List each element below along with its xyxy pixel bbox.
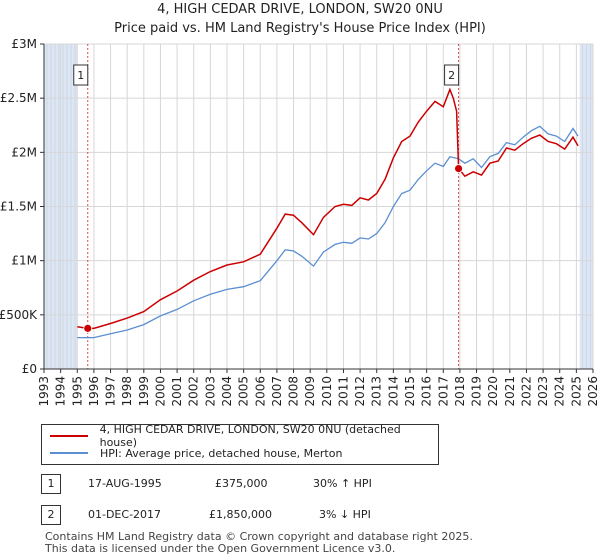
y-tick-label: £1.5M (0, 200, 37, 214)
transaction-date: 01-DEC-2017 (88, 508, 162, 521)
y-tick-label: £0 (22, 362, 37, 376)
footer-licence: This data is licensed under the Open Gov… (45, 542, 396, 555)
x-tick-label: 2026 (586, 376, 600, 407)
transaction-price: £375,000 (215, 477, 268, 490)
x-tick-label: 1996 (87, 376, 101, 407)
x-tick-label: 2021 (503, 376, 517, 407)
transaction-number: 2 (41, 505, 61, 525)
x-tick-label: 2012 (353, 376, 367, 407)
x-tick-label: 2000 (153, 376, 167, 407)
x-tick-label: 2003 (203, 376, 217, 407)
legend-swatch-price (50, 435, 88, 437)
x-tick-label: 2002 (187, 376, 201, 407)
transaction-date: 17-AUG-1995 (88, 477, 162, 490)
x-tick-label: 2011 (336, 376, 350, 407)
sale-number-label: 2 (448, 69, 455, 82)
x-tick-label: 2018 (453, 376, 467, 407)
x-tick-label: 1998 (120, 376, 134, 407)
legend-label-price: 4, HIGH CEDAR DRIVE, LONDON, SW20 0NU (d… (99, 423, 401, 449)
x-tick-label: 2025 (569, 376, 583, 407)
y-tick-label: £2M (11, 145, 37, 159)
x-tick-label: 2013 (370, 376, 384, 407)
x-tick-label: 2024 (553, 376, 567, 407)
x-tick-label: 2017 (436, 376, 450, 407)
x-tick-label: 2006 (253, 376, 267, 407)
transaction-number: 1 (41, 474, 61, 494)
sale-number-label: 1 (77, 69, 84, 82)
legend-swatch-hpi (50, 452, 88, 454)
x-tick-label: 1999 (137, 376, 151, 407)
footer-copyright: Contains HM Land Registry data © Crown c… (45, 530, 473, 543)
chart-title: 4, HIGH CEDAR DRIVE, LONDON, SW20 0NU (157, 2, 443, 17)
y-tick-label: £1M (11, 254, 37, 268)
x-tick-label: 2015 (403, 376, 417, 407)
x-tick-label: 2020 (486, 376, 500, 407)
sale-marker (454, 164, 463, 173)
x-tick-label: 2022 (519, 376, 533, 407)
x-tick-label: 2008 (287, 376, 301, 407)
x-tick-label: 1993 (37, 376, 51, 407)
y-tick-label: £3M (11, 37, 37, 51)
x-tick-label: 2016 (420, 376, 434, 407)
x-tick-label: 2023 (536, 376, 550, 407)
legend: 4, HIGH CEDAR DRIVE, LONDON, SW20 0NU (d… (41, 423, 439, 465)
y-tick-label: £500K (0, 308, 38, 322)
transaction-row: 1 17-AUG-1995 £375,000 30% ↑ HPI (41, 474, 581, 494)
transaction-hpi: 30% ↑ HPI (313, 477, 372, 490)
x-tick-label: 2019 (470, 376, 484, 407)
legend-item-hpi: HPI: Average price, detached house, Mert… (50, 445, 342, 461)
legend-item-price: 4, HIGH CEDAR DRIVE, LONDON, SW20 0NU (d… (50, 423, 438, 449)
x-tick-label: 2014 (386, 376, 400, 407)
gridlines (43, 43, 594, 370)
x-tick-label: 2010 (320, 376, 334, 407)
x-tick-label: 2007 (270, 376, 284, 407)
x-tick-label: 2005 (237, 376, 251, 407)
data-series (77, 87, 579, 339)
legend-label-hpi: HPI: Average price, detached house, Mert… (100, 446, 343, 460)
x-tick-label: 1994 (54, 376, 68, 407)
price-paid-line (77, 87, 579, 330)
x-tick-label: 2009 (303, 376, 317, 407)
sale-number-box (73, 64, 89, 86)
sale-marker (83, 323, 93, 333)
sale-number-box (444, 64, 460, 86)
transaction-hpi: 3% ↓ HPI (319, 508, 371, 521)
y-tick-label: £2.5M (0, 91, 37, 105)
transaction-row: 2 01-DEC-2017 £1,850,000 3% ↓ HPI (41, 505, 581, 525)
chart-subtitle: Price paid vs. HM Land Registry's House … (114, 21, 486, 36)
hpi-line (77, 125, 579, 339)
x-tick-label: 1995 (70, 376, 84, 407)
x-tick-label: 1997 (104, 376, 118, 407)
x-tick-label: 2004 (220, 376, 234, 407)
transaction-price: £1,850,000 (209, 508, 272, 521)
x-tick-label: 2001 (170, 376, 184, 407)
